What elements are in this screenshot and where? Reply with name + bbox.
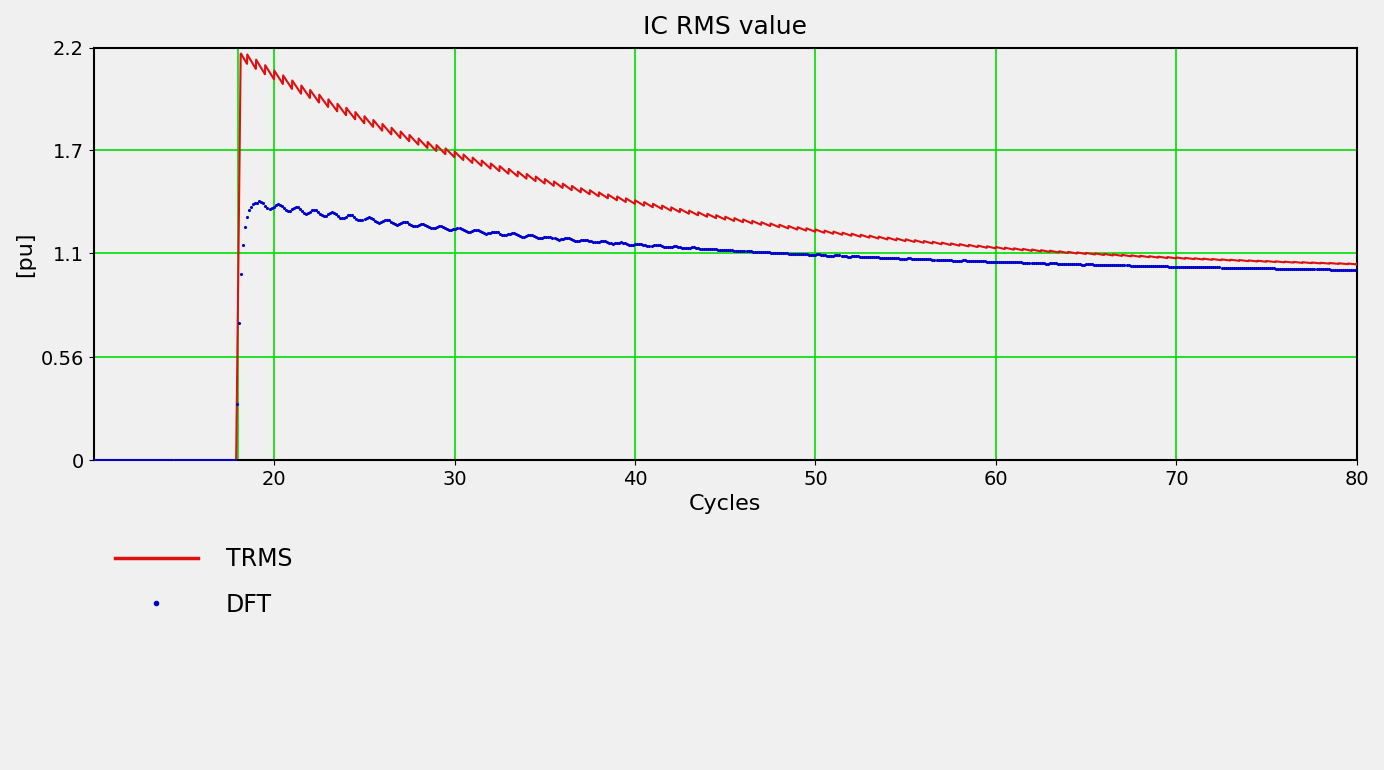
Legend: TRMS, DFT: TRMS, DFT bbox=[105, 538, 302, 626]
X-axis label: Cycles: Cycles bbox=[689, 494, 761, 514]
Title: IC RMS value: IC RMS value bbox=[644, 15, 807, 39]
Y-axis label: [pu]: [pu] bbox=[15, 231, 35, 276]
